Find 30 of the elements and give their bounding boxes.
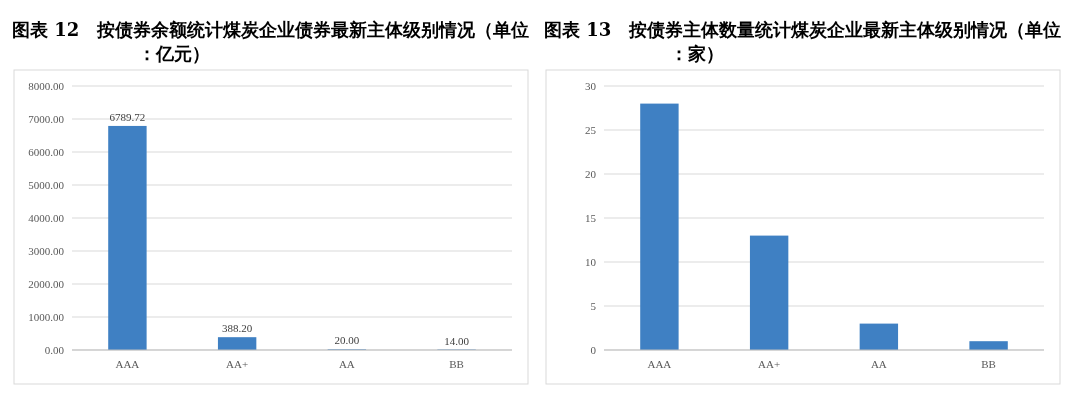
y-tick-label: 10 xyxy=(585,255,597,268)
x-tick-label: BB xyxy=(449,358,464,370)
y-tick-label: 5000.00 xyxy=(28,178,65,191)
chart-title: 图表 12 按债券余额统计煤炭企业债券最新主体级别情况（单位：亿元） xyxy=(12,19,530,64)
y-tick-label: 2000.00 xyxy=(28,277,65,290)
y-tick-label: 0 xyxy=(590,343,597,356)
y-tick-label: 3000.00 xyxy=(28,244,65,257)
x-tick-label: AAA xyxy=(115,358,140,370)
data-label: 388.20 xyxy=(222,322,253,335)
x-tick-label: AA+ xyxy=(226,358,249,370)
y-tick-label: 8000.00 xyxy=(28,79,65,92)
data-label: 6789.72 xyxy=(109,110,146,123)
y-tick-label: 25 xyxy=(585,123,597,136)
y-tick-label: 1000.00 xyxy=(28,310,65,323)
x-tick-label: AA xyxy=(338,358,355,370)
y-tick-label: 7000.00 xyxy=(28,112,65,125)
x-tick-label: BB xyxy=(981,358,996,370)
y-tick-label: 6000.00 xyxy=(28,145,65,158)
y-tick-label: 20 xyxy=(585,167,597,180)
x-tick-label: AAA xyxy=(647,358,672,370)
y-tick-label: 5 xyxy=(590,299,597,312)
y-tick-label: 4000.00 xyxy=(28,211,65,224)
data-label: 14.00 xyxy=(444,334,470,347)
y-tick-label: 15 xyxy=(585,211,597,224)
chart-title: 图表 13 按债券主体数量统计煤炭企业最新主体级别情况（单位：家） xyxy=(544,19,1062,64)
y-tick-label: 30 xyxy=(585,79,597,92)
x-tick-label: AA xyxy=(870,358,887,370)
x-tick-label: AA+ xyxy=(758,358,781,370)
data-label: 20.00 xyxy=(334,334,360,347)
y-tick-label: 0.00 xyxy=(44,343,65,356)
